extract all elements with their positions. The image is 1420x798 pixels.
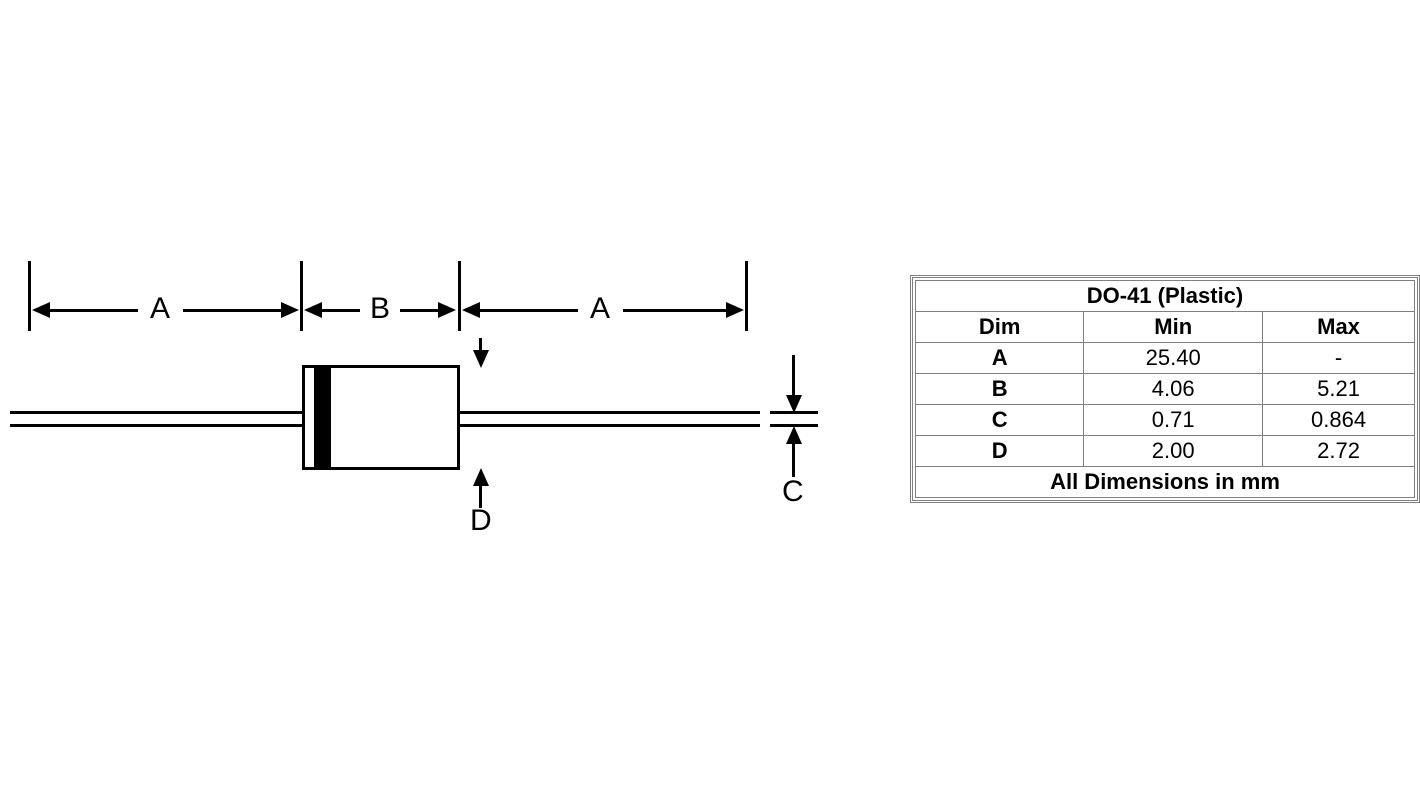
- cell-min: 0.71: [1084, 405, 1263, 436]
- dimension-table: DO-41 (Plastic) Dim Min Max A 25.40 - B …: [915, 280, 1415, 498]
- cathode-band: [314, 367, 331, 468]
- dim-line-b-l: [320, 309, 360, 312]
- label-b: B: [370, 292, 390, 326]
- canvas: A B A C D: [0, 0, 1420, 798]
- dim-c-stem-top: [792, 355, 795, 397]
- label-a2: A: [590, 292, 610, 326]
- cell-min: 4.06: [1084, 374, 1263, 405]
- dimension-table-wrap: DO-41 (Plastic) Dim Min Max A 25.40 - B …: [910, 275, 1420, 503]
- cell-dim: C: [916, 405, 1084, 436]
- dim-tick-4: [745, 261, 748, 331]
- dim-tick-2: [300, 261, 303, 331]
- arrow-a2-right: [726, 302, 744, 318]
- cell-min: 2.00: [1084, 436, 1263, 467]
- col-max: Max: [1263, 312, 1415, 343]
- table-footer: All Dimensions in mm: [916, 467, 1415, 498]
- col-min: Min: [1084, 312, 1263, 343]
- lead-left-bot: [10, 424, 302, 427]
- label-d: D: [470, 504, 492, 538]
- dim-line-a2-l: [478, 309, 578, 312]
- cell-dim: A: [916, 343, 1084, 374]
- table-title: DO-41 (Plastic): [916, 281, 1415, 312]
- cell-max: -: [1263, 343, 1415, 374]
- cell-min: 25.40: [1084, 343, 1263, 374]
- dim-tick-1: [28, 261, 31, 331]
- cell-max: 5.21: [1263, 374, 1415, 405]
- lead-right-bot: [460, 424, 760, 427]
- cell-max: 2.72: [1263, 436, 1415, 467]
- dim-c-stem-bot: [792, 442, 795, 477]
- cell-dim: D: [916, 436, 1084, 467]
- dim-line-a2-r: [623, 309, 728, 312]
- dim-line-a1-r: [183, 309, 283, 312]
- arrow-b-right: [438, 302, 456, 318]
- arrow-a1-right: [281, 302, 299, 318]
- table-row: B 4.06 5.21: [916, 374, 1415, 405]
- arrow-d-down: [473, 350, 489, 368]
- label-c: C: [782, 475, 804, 509]
- dim-line-b-r: [400, 309, 440, 312]
- cell-max: 0.864: [1263, 405, 1415, 436]
- cell-dim: B: [916, 374, 1084, 405]
- lead-left-top: [10, 411, 302, 414]
- label-a1: A: [150, 292, 170, 326]
- table-row: A 25.40 -: [916, 343, 1415, 374]
- arrow-c-down: [786, 395, 802, 413]
- lead-right-top: [460, 411, 760, 414]
- dim-line-a1-l: [48, 309, 138, 312]
- table-row: D 2.00 2.72: [916, 436, 1415, 467]
- col-dim: Dim: [916, 312, 1084, 343]
- dim-tick-3: [458, 261, 461, 331]
- table-row: C 0.71 0.864: [916, 405, 1415, 436]
